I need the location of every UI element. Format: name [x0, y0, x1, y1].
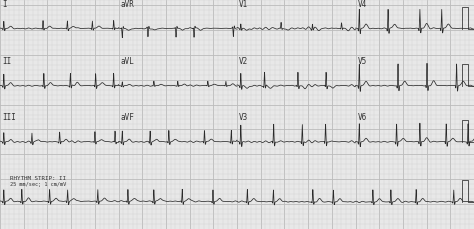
Text: III: III — [2, 113, 16, 122]
Text: V3: V3 — [239, 113, 248, 122]
Text: V2: V2 — [239, 57, 248, 66]
Text: V4: V4 — [357, 0, 367, 9]
Text: I: I — [2, 0, 7, 9]
Text: 25 mm/sec; 1 cm/mV: 25 mm/sec; 1 cm/mV — [10, 182, 67, 187]
Text: aVL: aVL — [120, 57, 134, 66]
Text: RHYTHM STRIP: II: RHYTHM STRIP: II — [10, 176, 66, 181]
Text: aVR: aVR — [120, 0, 134, 9]
Text: V1: V1 — [239, 0, 248, 9]
Text: V5: V5 — [357, 57, 367, 66]
Text: aVF: aVF — [120, 113, 134, 122]
Text: V6: V6 — [357, 113, 367, 122]
Text: II: II — [2, 57, 11, 66]
